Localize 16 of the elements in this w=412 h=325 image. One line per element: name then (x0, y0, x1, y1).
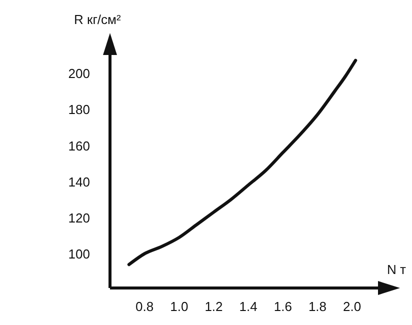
y-tick-label: 160 (68, 138, 90, 154)
x-tick-label: 0.8 (136, 299, 154, 314)
y-axis-title: R кг/см² (74, 12, 122, 27)
x-tick-label: 1.4 (239, 299, 258, 314)
y-tick-label: 140 (68, 174, 90, 190)
y-tick-label: 120 (68, 210, 90, 226)
line-series (127, 58, 358, 266)
x-axis-title: N т (387, 262, 406, 277)
y-tick-label: 180 (68, 102, 90, 118)
x-tick-label: 2.0 (343, 299, 362, 314)
x-tick-label: 1.0 (170, 299, 188, 314)
x-tick-label: 1.6 (274, 299, 292, 314)
x-tick-label: 1.2 (204, 299, 223, 314)
y-tick-label: 200 (68, 66, 90, 82)
x-tick-label: 1.8 (308, 299, 327, 314)
y-tick-label: 100 (68, 246, 90, 262)
